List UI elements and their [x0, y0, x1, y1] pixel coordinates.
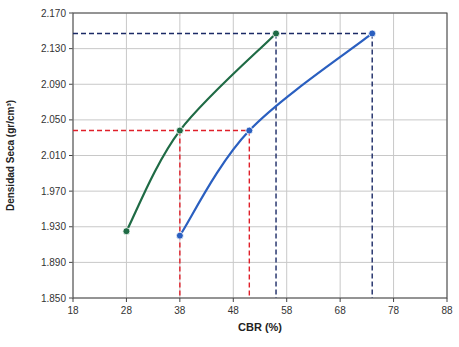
tick	[447, 298, 448, 302]
tick	[286, 298, 287, 302]
point	[176, 232, 183, 239]
tick	[69, 262, 73, 263]
plot-frame	[73, 13, 447, 298]
tick	[126, 298, 127, 302]
reference-line	[73, 33, 372, 34]
grid-line	[73, 191, 447, 192]
x-axis-label: CBR (%)	[238, 321, 282, 333]
tick-label: 1.930	[41, 221, 66, 232]
tick-label: 58	[281, 305, 293, 316]
tick-label: 2.090	[41, 79, 66, 90]
tick-label: 88	[441, 305, 453, 316]
point	[123, 228, 130, 235]
tick	[179, 298, 180, 302]
tick	[69, 84, 73, 85]
tick	[69, 48, 73, 49]
point	[369, 30, 376, 37]
tick	[233, 298, 234, 302]
grid-line	[286, 13, 287, 298]
tick-label: 2.170	[41, 8, 66, 19]
tick	[340, 298, 341, 302]
series-line	[180, 33, 372, 235]
point	[273, 30, 280, 37]
tick-label: 38	[174, 305, 186, 316]
tick	[69, 226, 73, 227]
grid-line	[179, 13, 180, 298]
chart: 1.850 1.890 1.930 1.970 2.010 2.050 2.090 2.130…	[0, 0, 459, 347]
tick-label: 28	[121, 305, 133, 316]
tick-label: 78	[388, 305, 400, 316]
tick	[69, 155, 73, 156]
grid-line	[73, 84, 447, 85]
tick-label: 48	[228, 305, 240, 316]
tick-label: 1.890	[41, 257, 66, 268]
y-axis-label: Densidad Seca (gr/cm³)	[5, 100, 16, 211]
tick	[69, 191, 73, 192]
grid-line	[393, 13, 394, 298]
grid-line	[73, 262, 447, 263]
plot-marks	[73, 30, 376, 298]
point	[246, 127, 253, 134]
grid-line	[73, 155, 447, 156]
tick-label: 1.850	[41, 293, 66, 304]
reference-line	[249, 131, 250, 298]
tick-label: 1.970	[41, 186, 66, 197]
reference-line	[372, 33, 373, 298]
tick-label: 68	[335, 305, 347, 316]
grid-line	[233, 13, 234, 298]
grid-line	[126, 13, 127, 298]
reference-line	[73, 130, 249, 131]
tick-label: 2.010	[41, 150, 66, 161]
tick-label: 2.130	[41, 43, 66, 54]
tick	[69, 119, 73, 120]
plot-bg	[73, 13, 447, 298]
reference-line	[179, 131, 180, 298]
tick	[393, 298, 394, 302]
tick	[69, 13, 73, 14]
series-line	[126, 33, 276, 231]
tick	[73, 298, 74, 302]
point	[176, 127, 183, 134]
reference-line	[275, 33, 276, 298]
tick-label: 18	[67, 305, 79, 316]
tick	[69, 298, 73, 299]
tick-label: 2.050	[41, 114, 66, 125]
